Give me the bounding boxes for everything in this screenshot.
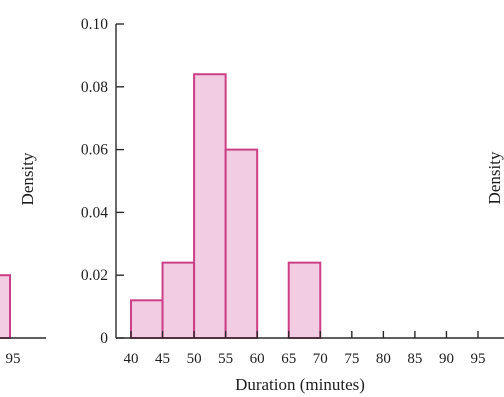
- histogram-bar: [287, 261, 322, 340]
- x-tick-label: 60: [250, 351, 265, 367]
- x-tick-label: 80: [376, 351, 391, 367]
- histogram-bars: [130, 73, 322, 340]
- right-panel-y-axis-title: Density: [485, 151, 504, 204]
- histogram-bar: [224, 148, 259, 339]
- x-tick-label: 90: [439, 351, 454, 367]
- left-panel-x-tick-label: 95: [6, 351, 21, 367]
- histogram-bar: [161, 261, 196, 340]
- x-tick-label: 50: [187, 351, 202, 367]
- histogram-bar: [130, 299, 164, 340]
- x-tick-label: 95: [471, 351, 486, 367]
- x-tick-label: 75: [344, 351, 359, 367]
- x-axis-title: Duration (minutes): [235, 375, 365, 394]
- y-axis-ticks: 0 0.02 0.04 0.06 0.08 0.10: [81, 16, 124, 347]
- left-panel-bar: [0, 274, 11, 340]
- x-axis-ticks: 40 45 50 55 60 65 70 75 80 85 90 95: [124, 331, 486, 367]
- right-panel-fragment: Density: [485, 151, 504, 204]
- main-histogram: 0 0.02 0.04 0.06 0.08 0.10 40 45 50 55 60 65 70 75 80…: [18, 16, 504, 394]
- x-tick-label: 45: [155, 351, 170, 367]
- x-tick-label: 40: [124, 351, 139, 367]
- x-tick-label: 70: [313, 351, 328, 367]
- y-tick-label: 0.06: [81, 142, 108, 159]
- left-panel-fragment: 95: [0, 274, 46, 367]
- x-tick-label: 65: [281, 351, 296, 367]
- y-tick-label: 0.10: [81, 16, 108, 33]
- y-tick-label: 0.02: [81, 267, 108, 284]
- x-tick-label: 85: [407, 351, 422, 367]
- y-axis-title: Density: [18, 152, 37, 205]
- y-tick-label: 0: [100, 330, 108, 347]
- y-tick-label: 0.08: [81, 79, 108, 96]
- histogram-bar: [193, 73, 227, 340]
- x-tick-label: 55: [218, 351, 233, 367]
- y-tick-label: 0.04: [81, 204, 108, 221]
